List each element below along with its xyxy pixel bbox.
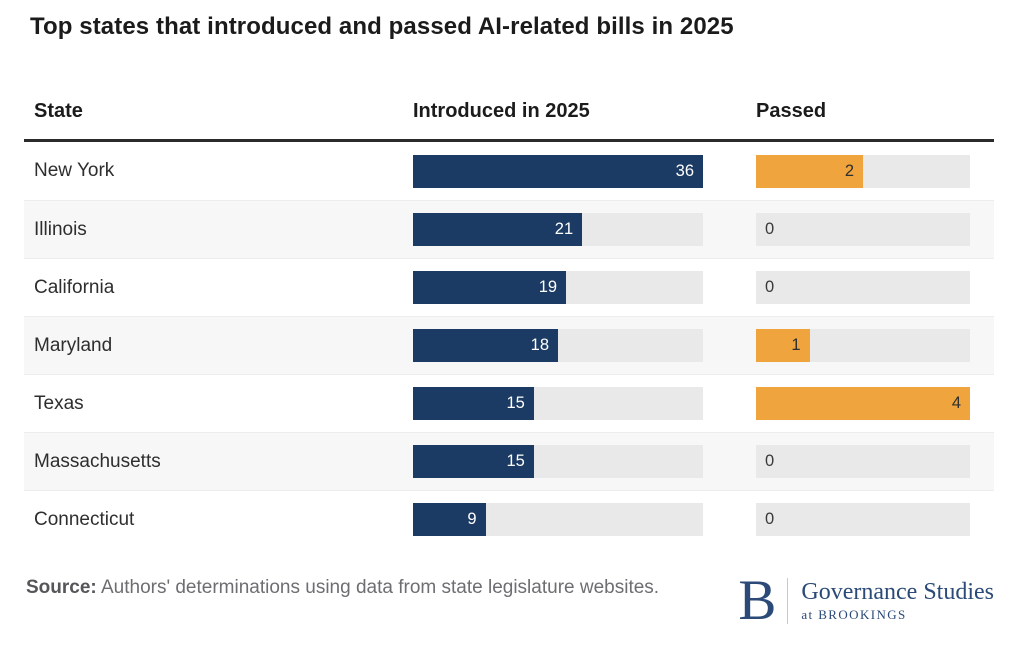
- introduced-value: 36: [675, 161, 694, 180]
- introduced-bar-track: 36: [413, 154, 703, 188]
- passed-value: 4: [951, 394, 961, 412]
- table-row: Texas 15 4 4: [24, 374, 994, 432]
- introduced-cell: 36: [413, 154, 756, 188]
- column-header-passed: Passed: [756, 100, 827, 122]
- state-label: Massachusetts: [34, 450, 161, 472]
- table-row: Massachusetts 15 0 0: [24, 432, 994, 490]
- passed-bar-track: 2 2: [756, 154, 970, 188]
- passed-zero-value: 0: [765, 278, 775, 296]
- introduced-bar: 9: [413, 503, 486, 536]
- passed-zero-value: 0: [765, 220, 775, 238]
- passed-cell: 0 0: [756, 503, 994, 536]
- passed-cell: 4 4: [756, 387, 994, 420]
- logo-text-block: Governance Studies at BROOKINGS: [801, 579, 994, 623]
- source-note: Source: Authors' determinations using da…: [26, 574, 659, 601]
- table-row: California 19 0 0: [24, 258, 994, 316]
- passed-bar-track: 0 0: [756, 213, 970, 246]
- brookings-logo: B Governance Studies at BROOKINGS: [738, 569, 994, 632]
- introduced-cell: 21: [413, 213, 756, 246]
- passed-value: 1: [791, 336, 801, 354]
- passed-bar-track: 0 0: [756, 445, 970, 478]
- introduced-bar-track: 19: [413, 271, 703, 304]
- chart-footer: Source: Authors' determinations using da…: [24, 569, 994, 632]
- table-body: New York 36 2 2 Illinois: [24, 142, 994, 548]
- introduced-bar-track: 15: [413, 387, 703, 420]
- logo-divider: [787, 578, 789, 624]
- introduced-value: 9: [467, 510, 477, 528]
- column-header-introduced: Introduced in 2025: [413, 100, 590, 122]
- passed-cell: 0 0: [756, 213, 994, 246]
- introduced-cell: 15: [413, 445, 756, 478]
- introduced-bar: 15: [413, 387, 534, 420]
- source-label: Source:: [26, 577, 97, 598]
- passed-bar: 1: [756, 329, 810, 362]
- table-row: Illinois 21 0 0: [24, 200, 994, 258]
- introduced-bar: 15: [413, 445, 534, 478]
- chart-page: Top states that introduced and passed AI…: [24, 13, 994, 632]
- state-label: Illinois: [34, 218, 87, 240]
- introduced-value: 18: [530, 336, 549, 354]
- passed-value: 2: [844, 161, 854, 180]
- introduced-cell: 18: [413, 329, 756, 362]
- introduced-value: 21: [554, 220, 574, 238]
- introduced-bar: 36: [413, 154, 703, 188]
- logo-governance-studies: Governance Studies: [801, 579, 994, 605]
- state-label: Texas: [34, 392, 84, 414]
- passed-zero-value: 0: [765, 452, 775, 470]
- brookings-b-mark: B: [738, 569, 777, 632]
- introduced-value: 15: [506, 452, 525, 470]
- passed-bar: 2: [756, 154, 863, 188]
- passed-zero-value: 0: [765, 510, 775, 528]
- introduced-bar-track: 9: [413, 503, 703, 536]
- introduced-bar: 19: [413, 271, 567, 304]
- introduced-value: 19: [538, 278, 558, 296]
- logo-at-brookings: at BROOKINGS: [801, 607, 907, 622]
- introduced-bar: 18: [413, 329, 558, 362]
- state-label: New York: [34, 160, 115, 181]
- introduced-value: 15: [506, 394, 525, 412]
- passed-bar-track: 1 1: [756, 329, 970, 362]
- passed-bar-track: 4 4: [756, 387, 970, 420]
- passed-cell: 0 0: [756, 271, 994, 304]
- introduced-bar-track: 15: [413, 445, 703, 478]
- introduced-cell: 15: [413, 387, 756, 420]
- introduced-bar-track: 21: [413, 213, 703, 246]
- passed-cell: 1 1: [756, 329, 994, 362]
- table-row: New York 36 2 2: [24, 142, 994, 200]
- passed-bar-track: 0 0: [756, 271, 970, 304]
- table-row: Connecticut 9 0 0: [24, 490, 994, 548]
- introduced-bar-track: 18: [413, 329, 703, 362]
- introduced-cell: 19: [413, 271, 756, 304]
- state-label: California: [34, 276, 115, 298]
- passed-bar-track: 0 0: [756, 503, 970, 536]
- column-header-state: State: [34, 100, 83, 122]
- passed-cell: 0 0: [756, 445, 994, 478]
- state-label: Connecticut: [34, 508, 135, 530]
- table-header-row: State Introduced in 2025 Passed: [24, 100, 994, 142]
- state-label: Maryland: [34, 334, 113, 356]
- page-title: Top states that introduced and passed AI…: [30, 13, 734, 40]
- source-text: Authors' determinations using data from …: [100, 577, 660, 598]
- table-row: Maryland 18 1 1: [24, 316, 994, 374]
- introduced-bar: 21: [413, 213, 583, 246]
- introduced-cell: 9: [413, 503, 756, 536]
- passed-bar: 4: [756, 387, 970, 420]
- passed-cell: 2 2: [756, 154, 994, 188]
